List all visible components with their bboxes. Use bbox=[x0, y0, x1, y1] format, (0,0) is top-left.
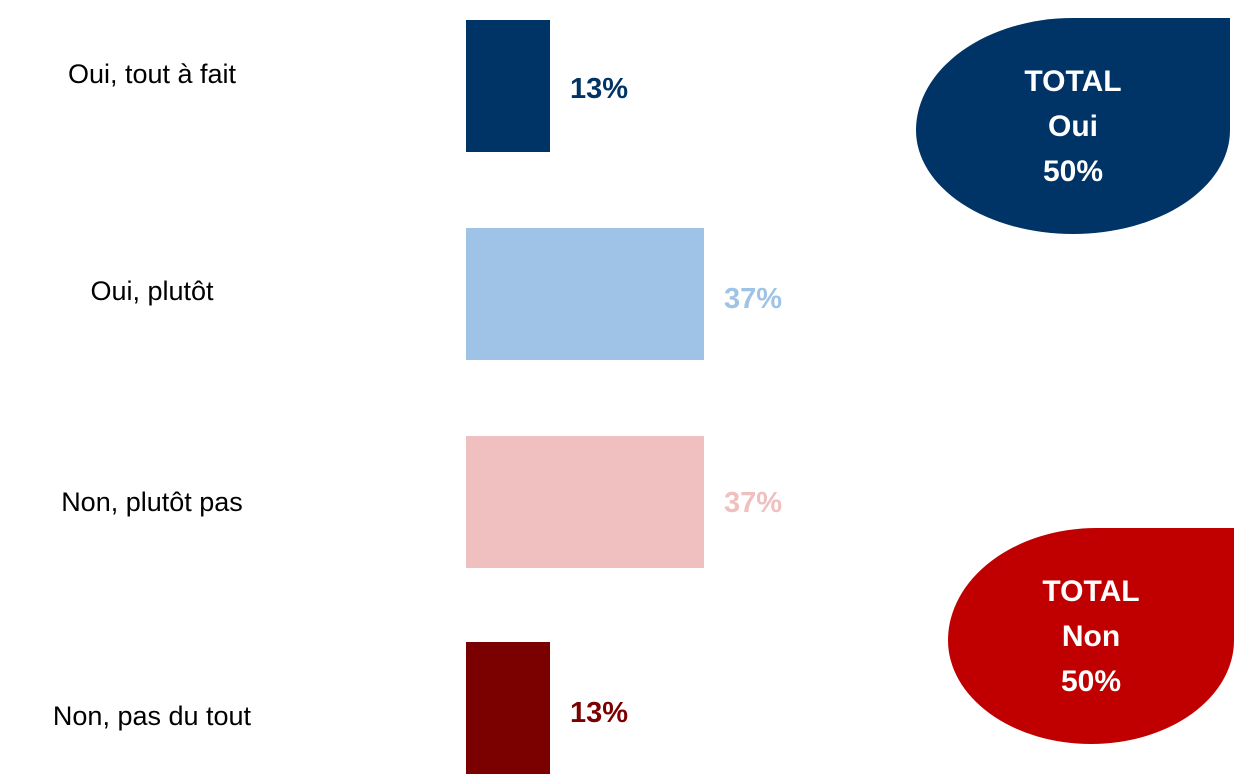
total-non-line3: 50% bbox=[1060, 664, 1122, 698]
category-label: Oui, plutôt bbox=[90, 276, 214, 306]
value-label: 13% bbox=[570, 73, 629, 105]
value-label: 37% bbox=[724, 283, 783, 315]
total-non-line1: TOTAL bbox=[1042, 574, 1140, 608]
category-label: Non, pas du tout bbox=[52, 701, 252, 731]
total-non-line2: Non bbox=[1061, 619, 1121, 653]
total-oui-badge: TOTAL Oui 50% bbox=[916, 18, 1230, 234]
total-oui-line1: TOTAL bbox=[1024, 64, 1122, 98]
bar bbox=[466, 436, 704, 568]
category-label: Non, plutôt pas bbox=[61, 487, 243, 517]
total-oui-line2: Oui bbox=[1048, 109, 1098, 143]
category-label: Oui, tout à fait bbox=[67, 59, 237, 89]
bar bbox=[466, 642, 550, 774]
bar bbox=[466, 20, 550, 152]
total-non-badge: TOTAL Non 50% bbox=[948, 528, 1234, 744]
total-oui-line3: 50% bbox=[1042, 154, 1104, 188]
value-label: 37% bbox=[724, 487, 783, 519]
bar bbox=[466, 228, 704, 360]
value-label: 13% bbox=[570, 697, 629, 729]
